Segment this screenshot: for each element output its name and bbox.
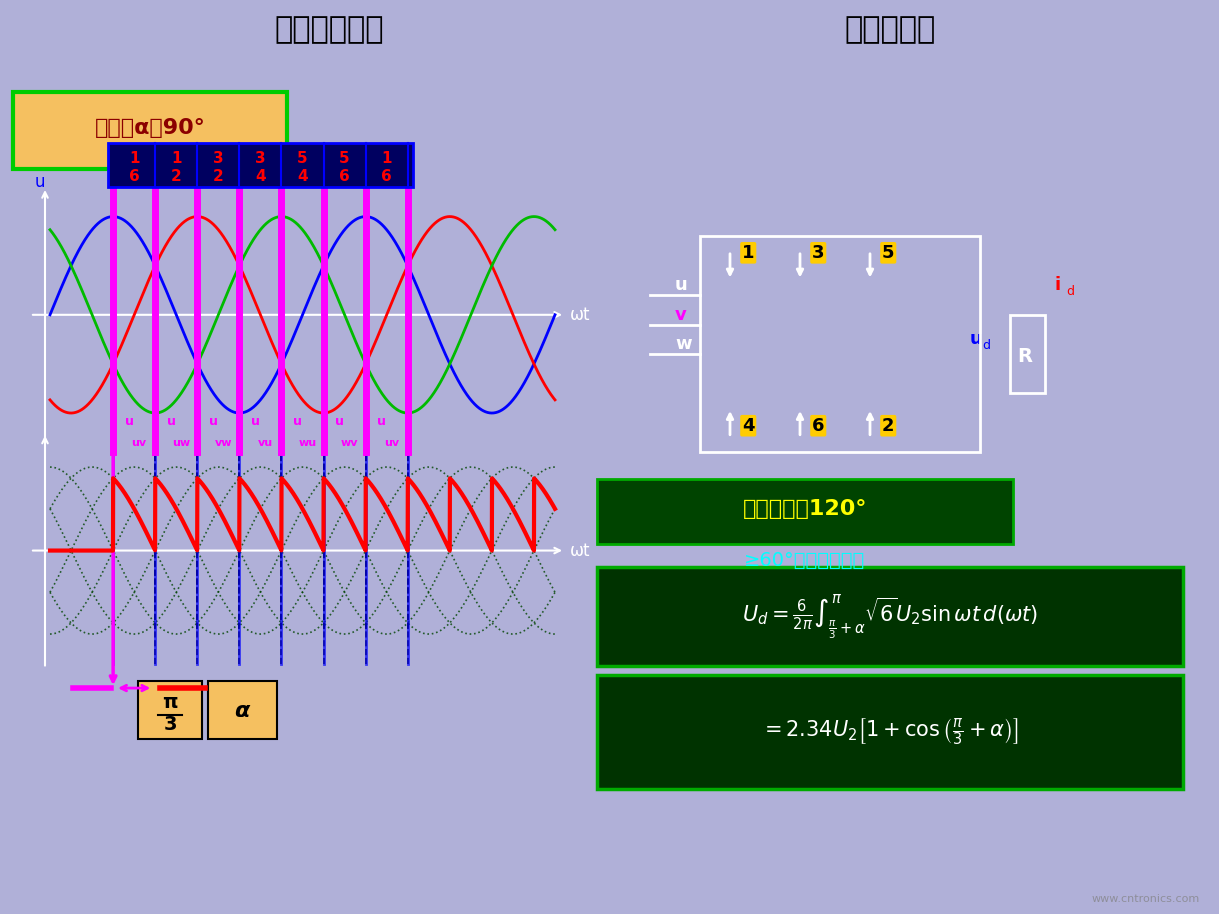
- Text: 2: 2: [171, 168, 182, 184]
- Text: 3: 3: [163, 715, 177, 734]
- Text: d: d: [1065, 285, 1074, 298]
- Text: $= 2.34U_2\left[1+\cos\left(\frac{\pi}{3}+\alpha\right)\right]$: $= 2.34U_2\left[1+\cos\left(\frac{\pi}{3…: [761, 717, 1019, 748]
- FancyBboxPatch shape: [13, 91, 286, 169]
- Text: u: u: [167, 415, 176, 428]
- FancyBboxPatch shape: [597, 479, 1013, 544]
- Text: 移相范围为120°: 移相范围为120°: [742, 499, 867, 519]
- Text: wv: wv: [341, 438, 358, 448]
- Text: vu: vu: [258, 438, 273, 448]
- Text: u: u: [970, 330, 983, 348]
- FancyBboxPatch shape: [597, 568, 1182, 666]
- Text: u: u: [293, 415, 302, 428]
- Text: v: v: [675, 305, 686, 324]
- Text: ≥60°时，电流断续: ≥60°时，电流断续: [745, 551, 865, 569]
- Text: R: R: [1018, 346, 1032, 366]
- FancyBboxPatch shape: [597, 675, 1182, 790]
- Text: ωt: ωt: [570, 542, 590, 559]
- Text: 1: 1: [129, 151, 139, 165]
- Text: www.cntronics.com: www.cntronics.com: [1092, 894, 1199, 904]
- Text: uw: uw: [172, 438, 190, 448]
- Text: u: u: [377, 415, 386, 428]
- Text: u: u: [124, 415, 134, 428]
- Text: 5: 5: [297, 151, 308, 165]
- Bar: [1011, 314, 1045, 393]
- Text: u: u: [335, 415, 344, 428]
- Text: 6: 6: [339, 168, 350, 184]
- Text: 1: 1: [382, 151, 393, 165]
- Text: u: u: [208, 415, 218, 428]
- Text: 3: 3: [213, 151, 223, 165]
- Text: 三相桥式全控: 三相桥式全控: [274, 16, 384, 44]
- FancyBboxPatch shape: [208, 681, 277, 739]
- Text: uv: uv: [384, 438, 400, 448]
- Text: d: d: [983, 339, 990, 352]
- Text: 4: 4: [742, 417, 755, 435]
- Text: 5: 5: [883, 244, 895, 261]
- Text: vw: vw: [215, 438, 232, 448]
- FancyBboxPatch shape: [138, 681, 202, 739]
- Text: π: π: [162, 694, 178, 712]
- Text: $U_d = \frac{6}{2\pi}\int_{\frac{\pi}{3}+\alpha}^{\pi} \sqrt{6}U_2 \sin\omega t\: $U_d = \frac{6}{2\pi}\int_{\frac{\pi}{3}…: [742, 592, 1039, 642]
- Text: 6: 6: [812, 417, 824, 435]
- Text: 6: 6: [382, 168, 393, 184]
- Text: 2: 2: [883, 417, 895, 435]
- Text: 2: 2: [213, 168, 224, 184]
- Bar: [700, 236, 980, 452]
- Text: ωt: ωt: [570, 306, 590, 324]
- Text: 电阻性负载: 电阻性负载: [845, 16, 935, 44]
- Text: u: u: [35, 173, 45, 191]
- Text: 4: 4: [255, 168, 266, 184]
- Text: α: α: [234, 701, 250, 720]
- Text: 1: 1: [171, 151, 182, 165]
- Bar: [108, 143, 413, 187]
- Text: u: u: [251, 415, 260, 428]
- Text: 1: 1: [742, 244, 755, 261]
- Text: wu: wu: [299, 438, 317, 448]
- Text: 3: 3: [255, 151, 266, 165]
- Text: uv: uv: [132, 438, 146, 448]
- Text: 5: 5: [339, 151, 350, 165]
- Text: 控制角α＝90°: 控制角α＝90°: [95, 118, 206, 138]
- Text: 3: 3: [812, 244, 824, 261]
- Text: 4: 4: [297, 168, 308, 184]
- Text: u: u: [675, 276, 688, 294]
- Text: i: i: [1054, 276, 1061, 294]
- Text: 6: 6: [129, 168, 139, 184]
- Text: w: w: [675, 335, 691, 353]
